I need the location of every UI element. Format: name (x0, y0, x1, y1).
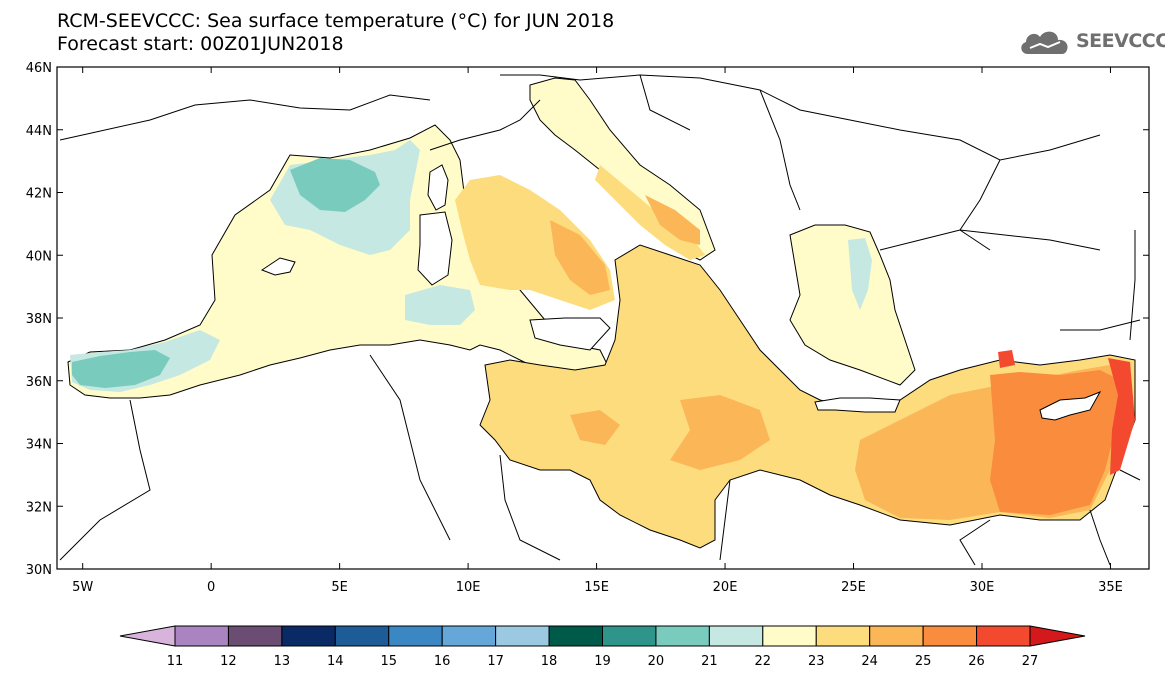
colorbar-box (602, 625, 657, 647)
sea-tyrrhenian-warm (550, 220, 610, 295)
lat-tick-label: 38N (26, 312, 52, 327)
colorbar-label: 17 (487, 654, 504, 669)
lat-tick-label: 46N (26, 61, 52, 76)
land-balearics (260, 257, 296, 276)
lat-tick-label: 40N (26, 249, 52, 264)
lon-tick-label: 15E (584, 580, 609, 595)
lat-tick-label: 30N (26, 563, 52, 578)
land-cyprus (1039, 391, 1102, 421)
sea-balearic-cool (405, 285, 475, 325)
colorbar-box (815, 625, 871, 647)
land-corsica (427, 164, 449, 211)
colorbar-box (441, 625, 497, 647)
colorbar-box (281, 625, 336, 647)
colorbar-label: 15 (380, 654, 397, 669)
lat-tick-label: 42N (26, 187, 52, 202)
colorbar-box (334, 625, 390, 647)
lon-tick-label: 0 (207, 580, 215, 595)
seevccc-logo: SEEVCCC (1018, 24, 1165, 58)
colorbar-box (655, 625, 710, 647)
colorbar-label: 19 (594, 654, 611, 669)
sea-adriatic-warm2 (645, 195, 700, 245)
colorbar-box (976, 625, 1031, 647)
colorbar-label: 20 (648, 654, 665, 669)
land-sicily (529, 317, 611, 351)
colorbar-box (495, 625, 550, 647)
colorbar-box (388, 625, 443, 647)
chart-subtitle: Forecast start: 00Z01JUN2018 (57, 33, 344, 55)
lon-tick-label: 35E (1098, 580, 1123, 595)
cloud-logo-icon (1021, 31, 1068, 54)
lon-axis: 5W 0 5E 10E 15E 20E 25E 30E 35E (72, 67, 1123, 595)
sea-gulf-of-lion (290, 158, 380, 212)
logo-text: SEEVCCC (1076, 30, 1165, 52)
borders-layer (59, 74, 1141, 566)
lon-tick-label: 10E (456, 580, 481, 595)
colorbar-label: 26 (968, 654, 985, 669)
sea-eastern-coast2 (998, 350, 1015, 368)
colorbar-label: 27 (1022, 654, 1039, 669)
lon-tick-label: 20E (713, 580, 738, 595)
sea-aegean-cool (848, 238, 872, 310)
colorbar-label: 22 (755, 654, 772, 669)
colorbar-box (548, 625, 603, 647)
colorbar-label: 13 (274, 654, 291, 669)
land-crete (814, 397, 901, 413)
colorbar-label: 21 (701, 654, 718, 669)
colorbar-arrow-low (119, 625, 176, 647)
chart-title: RCM-SEEVCCC: Sea surface temperature (°C… (57, 10, 615, 32)
colorbar-arrow-high (1029, 625, 1086, 647)
colorbar-label: 23 (808, 654, 825, 669)
lat-axis: 46N 44N 42N 40N 38N 36N 34N 32N 30N (26, 61, 1149, 578)
lat-tick-label: 36N (26, 375, 52, 390)
lat-tick-label: 44N (26, 124, 52, 139)
sea-aegean (789, 224, 916, 386)
colorbar-box (762, 625, 817, 647)
colorbar-box (227, 625, 283, 647)
colorbar-box (708, 625, 764, 647)
sea-ionian-warm (570, 410, 620, 445)
colorbar-label: 18 (541, 654, 558, 669)
colorbar-label: 16 (434, 654, 451, 669)
colorbar-box (869, 625, 924, 647)
sea-ionian-warm2 (670, 395, 770, 470)
sea-eastern-coast (1108, 358, 1135, 475)
colorbar: 11 12 13 14 15 16 17 18 19 20 21 22 23 24 25 26 27 (119, 625, 1086, 669)
colorbar-label: 11 (167, 654, 184, 669)
colorbar-box (174, 625, 229, 647)
sea-alboran (72, 350, 170, 388)
lon-tick-label: 30E (970, 580, 995, 595)
lon-tick-label: 5E (331, 580, 348, 595)
lat-tick-label: 32N (26, 500, 52, 515)
colorbar-label: 25 (915, 654, 932, 669)
lon-tick-label: 25E (841, 580, 866, 595)
colorbar-label: 12 (220, 654, 237, 669)
lon-tick-label: 5W (72, 580, 93, 595)
colorbar-label: 14 (327, 654, 344, 669)
colorbar-box (922, 625, 978, 647)
lat-tick-label: 34N (26, 438, 52, 453)
colorbar-label: 24 (861, 654, 878, 669)
sea-fill-layer (67, 77, 1136, 549)
land-sardinia (417, 211, 453, 286)
